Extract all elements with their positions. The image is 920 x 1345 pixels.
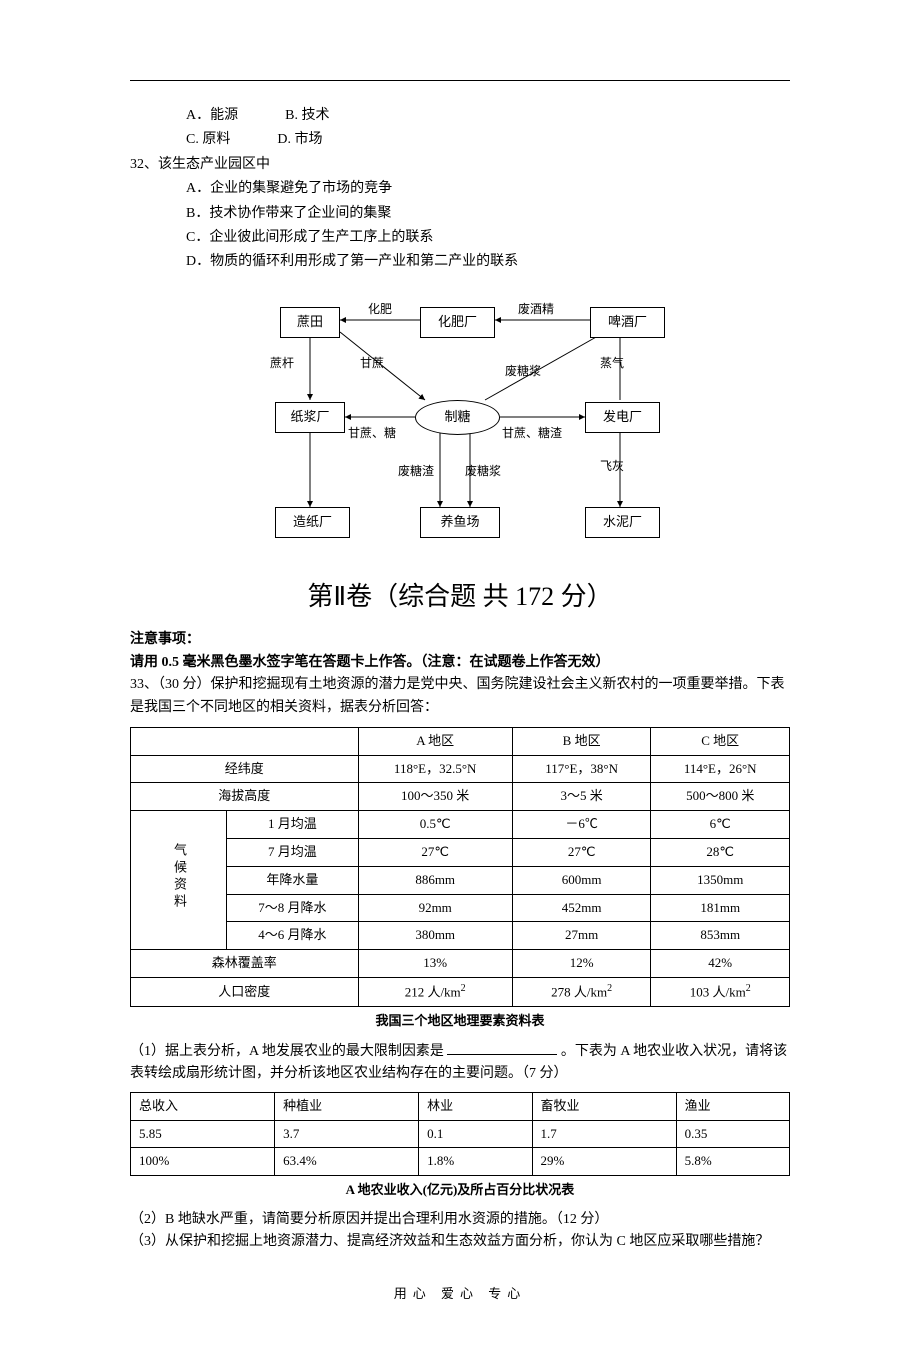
- page-footer: 用心 爱心 专心: [130, 1284, 790, 1305]
- q32-opt-d: D．物质的循环利用形成了第一产业和第二产业的联系: [130, 251, 790, 273]
- node-zhetian: 蔗田: [280, 307, 340, 338]
- climate-group-label: 气候资料: [168, 843, 189, 911]
- edge-ganzhetang: 甘蔗、糖: [348, 424, 396, 443]
- section-ii-title: 第Ⅱ卷（综合题 共 172 分）: [130, 576, 790, 618]
- edge-zhengqi: 蒸气: [600, 354, 624, 373]
- node-zhitang: 制糖: [415, 400, 500, 435]
- table-row: 森林覆盖率 13% 12% 42%: [131, 950, 790, 978]
- table-row: 气候资料 1 月均温 0.5℃ －6℃ 6℃: [131, 811, 790, 839]
- notice-label: 注意事项：: [130, 629, 790, 651]
- table-row: 4～6 月降水 380mm 27mm 853mm: [131, 922, 790, 950]
- table-row: 总收入 种植业 林业 畜牧业 渔业: [131, 1092, 790, 1120]
- hdr-c: C 地区: [651, 727, 790, 755]
- q31-opt-d: D. 市场: [277, 132, 322, 147]
- table-row: 5.85 3.7 0.1 1.7 0.35: [131, 1120, 790, 1148]
- table-row: 人口密度 212 人/km2 278 人/km2 103 人/km2: [131, 978, 790, 1007]
- q32-stem: 32、该生态产业园区中: [130, 154, 790, 176]
- q31-option-row1: A．能源 B. 技术: [130, 105, 790, 127]
- region-data-table: A 地区 B 地区 C 地区 经纬度 118°E，32.5°N 117°E，38…: [130, 727, 790, 1007]
- node-pijiu: 啤酒厂: [590, 307, 665, 338]
- node-shuini: 水泥厂: [585, 507, 660, 538]
- table-row: 经纬度 118°E，32.5°N 117°E，38°N 114°E，26°N: [131, 755, 790, 783]
- q32-opt-a: A．企业的集聚避免了市场的竞争: [130, 178, 790, 200]
- table2-caption: A 地农业收入(亿元)及所占百分比状况表: [130, 1180, 790, 1201]
- edge-huafei: 化肥: [368, 300, 392, 319]
- table1-caption: 我国三个地区地理要素资料表: [130, 1011, 790, 1032]
- hdr-b: B 地区: [512, 727, 651, 755]
- edge-zhegan: 蔗杆: [270, 354, 294, 373]
- table-row: A 地区 B 地区 C 地区: [131, 727, 790, 755]
- edge-feitangjiang2: 废糖浆: [465, 462, 501, 481]
- eco-industry-flowchart: 蔗田 化肥厂 啤酒厂 纸浆厂 制糖 发电厂 造纸厂 养鱼场 水泥厂 化肥 废酒精…: [210, 292, 710, 552]
- q31-opt-b: B. 技术: [285, 108, 329, 123]
- table-row: 海拔高度 100～350 米 3～5 米 500～800 米: [131, 783, 790, 811]
- edge-feitangjiang1: 废糖浆: [505, 362, 541, 381]
- table-row: 年降水量 886mm 600mm 1350mm: [131, 866, 790, 894]
- q33-sub2: （2）B 地缺水严重，请简要分析原因并提出合理利用水资源的措施。（12 分）: [130, 1209, 790, 1231]
- q31-opt-a: A．能源: [186, 108, 238, 123]
- node-zaozhi: 造纸厂: [275, 507, 350, 538]
- agri-income-table: 总收入 种植业 林业 畜牧业 渔业 5.85 3.7 0.1 1.7 0.35 …: [130, 1092, 790, 1176]
- table-row: 7 月均温 27℃ 27℃ 28℃: [131, 839, 790, 867]
- node-fadianchang: 发电厂: [585, 402, 660, 433]
- page-container: A．能源 B. 技术 C. 原料 D. 市场 32、该生态产业园区中 A．企业的…: [0, 0, 920, 1345]
- edge-feitangzha: 废糖渣: [398, 462, 434, 481]
- edge-feihui: 飞灰: [600, 457, 624, 476]
- edge-ganzhetangzha: 甘蔗、糖渣: [502, 424, 562, 443]
- hdr-a: A 地区: [358, 727, 512, 755]
- table-row: 100% 63.4% 1.8% 29% 5.8%: [131, 1148, 790, 1176]
- q31-option-row2: C. 原料 D. 市场: [130, 129, 790, 151]
- fill-blank[interactable]: [447, 1040, 557, 1055]
- node-huafeichang: 化肥厂: [420, 307, 495, 338]
- top-horizontal-rule: [130, 80, 790, 81]
- edge-ganzhe: 甘蔗: [360, 354, 384, 373]
- q33-sub1: （1）据上表分析，A 地发展农业的最大限制因素是 。下表为 A 地农业收入状况，…: [130, 1040, 790, 1086]
- notice-text: 请用 0.5 毫米黑色墨水签字笔在答题卡上作答。（注意：在试题卷上作答无效）: [130, 652, 790, 674]
- q33-sub3: （3）从保护和挖掘上地资源潜力、提高经济效益和生态效益方面分析，你认为 C 地区…: [130, 1231, 790, 1253]
- q32-opt-b: B．技术协作带来了企业间的集聚: [130, 203, 790, 225]
- node-yangyu: 养鱼场: [420, 507, 500, 538]
- q31-opt-c: C. 原料: [186, 132, 230, 147]
- q32-opt-c: C．企业彼此间形成了生产工序上的联系: [130, 227, 790, 249]
- q33-stem: 33、（30 分）保护和挖掘现有土地资源的潜力是党中央、国务院建设社会主义新农村…: [130, 674, 790, 719]
- node-zhijiang: 纸浆厂: [275, 402, 345, 433]
- edge-feijiujing: 废酒精: [518, 300, 554, 319]
- table-row: 7～8 月降水 92mm 452mm 181mm: [131, 894, 790, 922]
